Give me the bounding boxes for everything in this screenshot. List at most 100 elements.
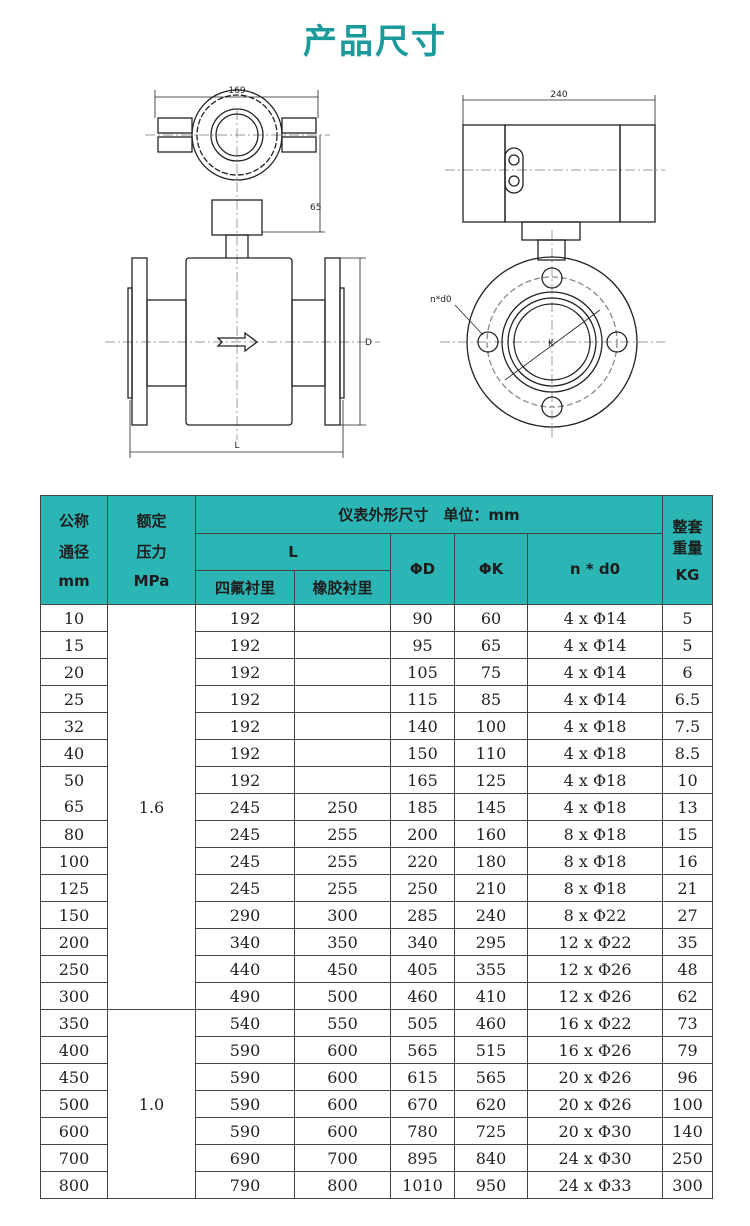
- cell-ptfe: 590: [195, 1036, 295, 1064]
- cell-dn: 32: [40, 712, 108, 740]
- cell-rubber: 550: [294, 1009, 391, 1037]
- cell-d: 780: [390, 1117, 455, 1145]
- cell-dn: 600: [40, 1117, 108, 1145]
- cell-d: 105: [390, 658, 455, 686]
- cell-nd0: 16 x Φ26: [527, 1036, 663, 1064]
- dimension-drawing: 169 L D 65 240 n*d0 K: [105, 86, 665, 458]
- cell-dn: 25: [40, 685, 108, 713]
- cell-kg: 21: [662, 874, 713, 902]
- cell-d: 1010: [390, 1171, 455, 1199]
- cell-k: 85: [454, 685, 528, 713]
- cell-kg: 250: [662, 1144, 713, 1172]
- cell-rubber: 255: [294, 847, 391, 875]
- cell-dn: 200: [40, 928, 108, 956]
- cell-nd0: 4 x Φ14: [527, 631, 663, 659]
- cell-k: 355: [454, 955, 528, 983]
- cell-nd0: 4 x Φ18: [527, 712, 663, 740]
- cell-dn: 450: [40, 1063, 108, 1091]
- table-row: 32 192 140 100 4 x Φ18 7.5: [40, 712, 713, 740]
- table-row: 800 790 800 1010 950 24 x Φ33 300: [40, 1171, 713, 1199]
- table-row: 10 1.6 192 90 60 4 x Φ14 5: [40, 604, 713, 1010]
- cell-d: 220: [390, 847, 455, 875]
- cell-ptfe: 192: [195, 658, 295, 686]
- header-l: L: [195, 533, 391, 571]
- front-view: 240 n*d0 K: [430, 90, 665, 440]
- cell-nd0: 4 x Φ18: [527, 793, 663, 821]
- cell-d: 250: [390, 874, 455, 902]
- cell-kg: 7.5: [662, 712, 713, 740]
- cell-k: 145: [454, 793, 528, 821]
- cell-nd0: 20 x Φ26: [527, 1063, 663, 1091]
- cell-pressure: 1.6: [107, 604, 196, 1010]
- cell-dn: 500: [40, 1090, 108, 1118]
- width-dimension-label: 169: [228, 86, 245, 96]
- cell-k: 950: [454, 1171, 528, 1199]
- cell-kg: 16: [662, 847, 713, 875]
- cell-rubber: [294, 685, 391, 713]
- cell-nd0: 4 x Φ14: [527, 685, 663, 713]
- cell-d: 615: [390, 1063, 455, 1091]
- cell-rubber: 350: [294, 928, 391, 956]
- cell-rubber: 300: [294, 901, 391, 929]
- cell-kg: 13: [662, 793, 713, 821]
- cell-kg: 79: [662, 1036, 713, 1064]
- flow-arrow-icon: [216, 331, 259, 353]
- cell-d: 285: [390, 901, 455, 929]
- table-row: 15 192 95 65 4 x Φ14 5: [40, 631, 713, 659]
- cell-kg: 48: [662, 955, 713, 983]
- cell-k: 240: [454, 901, 528, 929]
- cell-kg: 27: [662, 901, 713, 929]
- cell-dn: 700: [40, 1144, 108, 1172]
- cell-kg: 5: [662, 631, 713, 659]
- cell-rubber: [294, 712, 391, 740]
- cell-kg: 100: [662, 1090, 713, 1118]
- cell-rubber: 600: [294, 1117, 391, 1145]
- cell-kg: 35: [662, 928, 713, 956]
- cell-dn: 80: [40, 820, 108, 848]
- cell-dn: 100: [40, 847, 108, 875]
- cell-d: 405: [390, 955, 455, 983]
- cell-k: 75: [454, 658, 528, 686]
- cell-ptfe: 690: [195, 1144, 295, 1172]
- cell-rubber: 250: [294, 793, 391, 821]
- header-nd0: n * d0: [527, 533, 663, 605]
- cell-ptfe: 490: [195, 982, 295, 1010]
- cell-dn: 15: [40, 631, 108, 659]
- cell-d: 895: [390, 1144, 455, 1172]
- box-width-label: 240: [550, 90, 567, 100]
- cell-k: 65: [454, 631, 528, 659]
- cell-d: 165: [390, 766, 455, 794]
- table-row: 125 245 255 250 210 8 x Φ18 21: [40, 874, 713, 902]
- cell-dn: 250: [40, 955, 108, 983]
- header-rubber: 橡胶衬里: [294, 570, 391, 605]
- cell-nd0: 4 x Φ18: [527, 739, 663, 767]
- header-weight: 整套 重量 KG: [662, 495, 713, 605]
- cell-k: 110: [454, 739, 528, 767]
- cell-d: 565: [390, 1036, 455, 1064]
- cell-ptfe: 245: [195, 793, 295, 821]
- cell-k: 100: [454, 712, 528, 740]
- cell-ptfe: 192: [195, 604, 295, 632]
- cell-nd0: 24 x Φ33: [527, 1171, 663, 1199]
- cell-d: 115: [390, 685, 455, 713]
- header-d: ΦD: [390, 533, 455, 605]
- cell-nd0: 24 x Φ30: [527, 1144, 663, 1172]
- cell-kg: 6: [662, 658, 713, 686]
- cell-nd0: 8 x Φ18: [527, 874, 663, 902]
- bolt-hole-label: n*d0: [430, 295, 452, 305]
- cell-k: 210: [454, 874, 528, 902]
- cell-d: 505: [390, 1009, 455, 1037]
- cell-nd0: 12 x Φ26: [527, 955, 663, 983]
- side-view: 169 L D 65: [105, 86, 380, 458]
- table-row: 500 590 600 670 620 20 x Φ26 100: [40, 1090, 713, 1118]
- cell-nd0: 8 x Φ22: [527, 901, 663, 929]
- cell-dn: 300: [40, 982, 108, 1010]
- cell-dn: 150: [40, 901, 108, 929]
- cell-nd0: 16 x Φ22: [527, 1009, 663, 1037]
- header-dimensions: 仪表外形尺寸 单位：mm: [195, 495, 663, 534]
- cell-nd0: 8 x Φ18: [527, 847, 663, 875]
- cell-d: 185: [390, 793, 455, 821]
- cell-dn: 400: [40, 1036, 108, 1064]
- height-dimension-label: 65: [310, 203, 321, 213]
- cell-ptfe: 590: [195, 1090, 295, 1118]
